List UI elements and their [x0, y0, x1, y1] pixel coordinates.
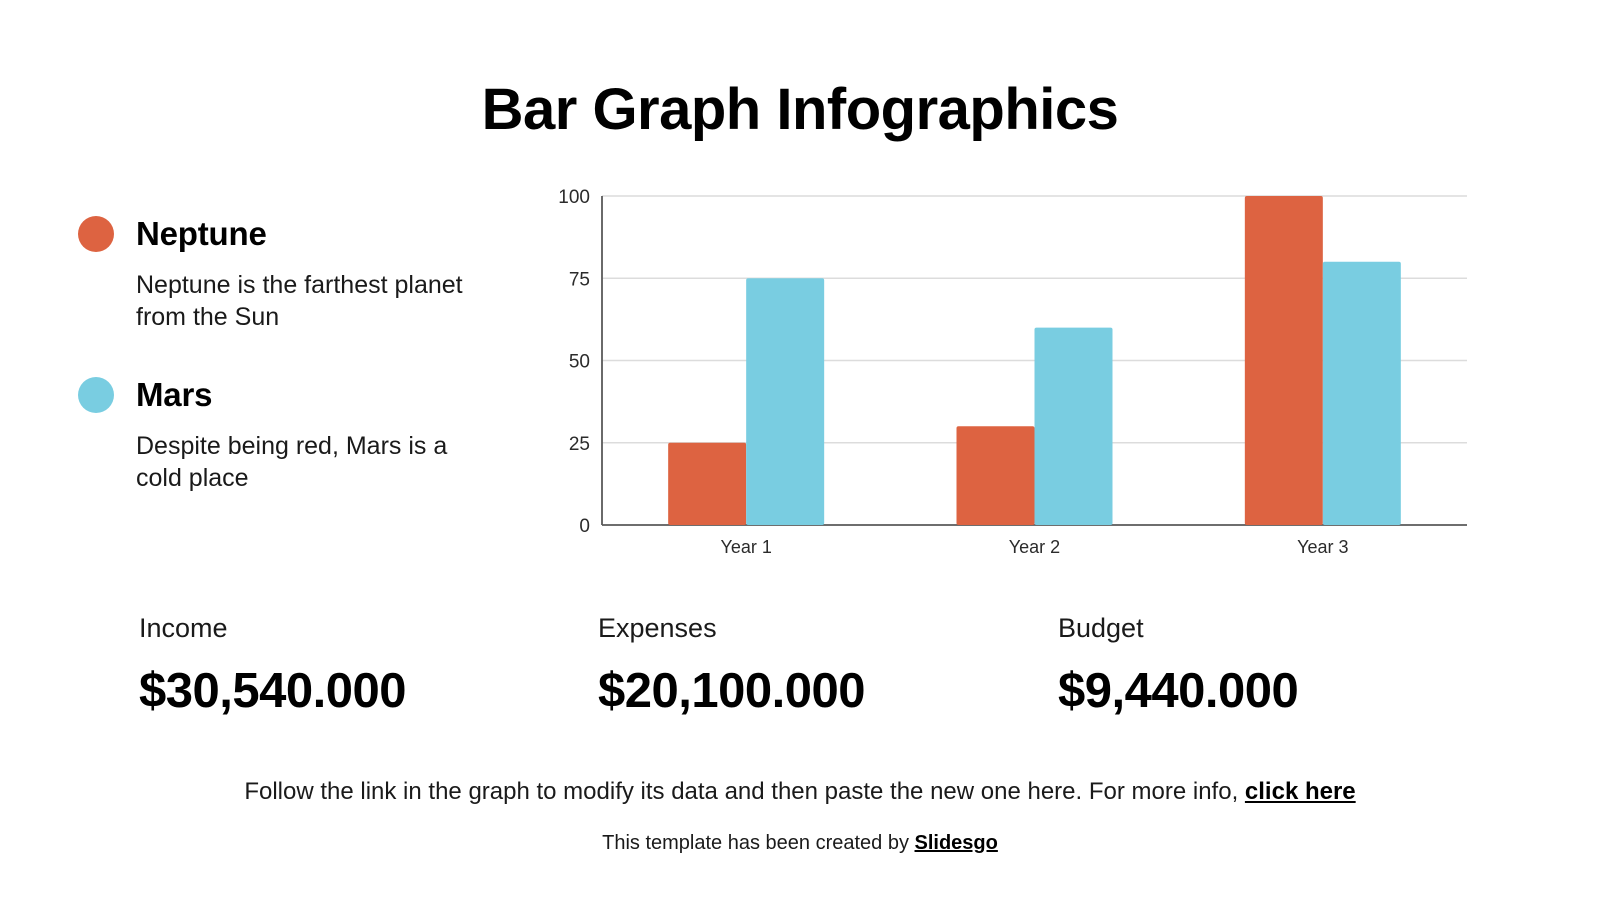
legend-panel: Neptune Neptune is the farthest planet f… [78, 212, 498, 534]
legend-item-header: Neptune [78, 212, 498, 256]
legend-item-neptune: Neptune Neptune is the farthest planet f… [78, 212, 498, 333]
kpi-value: $20,100.000 [598, 664, 866, 718]
legend-item-description: Despite being red, Mars is a cold place [136, 432, 448, 492]
kpi-budget: Budget $9,440.000 [1058, 613, 1299, 718]
bar-chart-canvas: 0 25 50 75 100 Year 1 Year 2 Year 3 [558, 187, 1467, 557]
kpi-label: Income [139, 613, 228, 643]
kpi-expenses: Expenses $20,100.000 [598, 613, 866, 718]
legend-item-name: Mars [136, 376, 213, 413]
circle-marker-icon-neptune [78, 216, 114, 252]
bar-mars-year-2[interactable] [1034, 327, 1113, 525]
kpi-value: $30,540.000 [139, 664, 407, 718]
kpi-label: Expenses [598, 613, 717, 643]
footer-note-text: Follow the link in the graph to modify i… [244, 778, 1245, 805]
page-title: Bar Graph Infographics [481, 77, 1119, 142]
x-axis-category-label: Year 1 [720, 537, 771, 557]
kpi-label: Budget [1058, 613, 1144, 643]
legend-item-header: Mars [78, 373, 498, 417]
template-credit: This template has been created by Slides… [0, 832, 1600, 855]
bar-chart[interactable]: 0 25 50 75 100 Year 1 Year 2 Year 3 [540, 180, 1480, 590]
bar-mars-year-3[interactable] [1322, 261, 1401, 525]
y-axis-tick-label: 0 [579, 516, 590, 537]
y-axis-tick-label: 25 [569, 434, 590, 455]
y-axis-tick-label: 50 [569, 352, 590, 373]
footer-note: Follow the link in the graph to modify i… [0, 778, 1600, 806]
click-here-link[interactable]: click here [1244, 778, 1356, 805]
legend-item-description: Neptune is the farthest planet from the … [136, 271, 463, 331]
y-axis-tick-label: 75 [569, 269, 590, 290]
legend-item-mars: Mars Despite being red, Mars is a cold p… [78, 373, 498, 494]
bar-neptune-year-1[interactable] [668, 442, 747, 525]
legend-item-name: Neptune [136, 215, 267, 252]
template-credit-text: This template has been created by [602, 832, 915, 854]
kpi-value: $9,440.000 [1058, 664, 1299, 718]
kpi-row: Income $30,540.000 Expenses $20,100.000 … [0, 615, 1600, 735]
x-axis-category-label: Year 3 [1297, 537, 1348, 557]
bar-neptune-year-2[interactable] [956, 426, 1035, 525]
x-axis-category-label: Year 2 [1009, 537, 1060, 557]
circle-marker-icon-mars [78, 377, 114, 413]
kpi-income: Income $30,540.000 [139, 613, 407, 718]
bar-neptune-year-3[interactable] [1244, 196, 1323, 525]
bar-mars-year-1[interactable] [746, 278, 825, 525]
slidesgo-link[interactable]: Slidesgo [914, 832, 998, 854]
y-axis-tick-label: 100 [558, 187, 590, 208]
